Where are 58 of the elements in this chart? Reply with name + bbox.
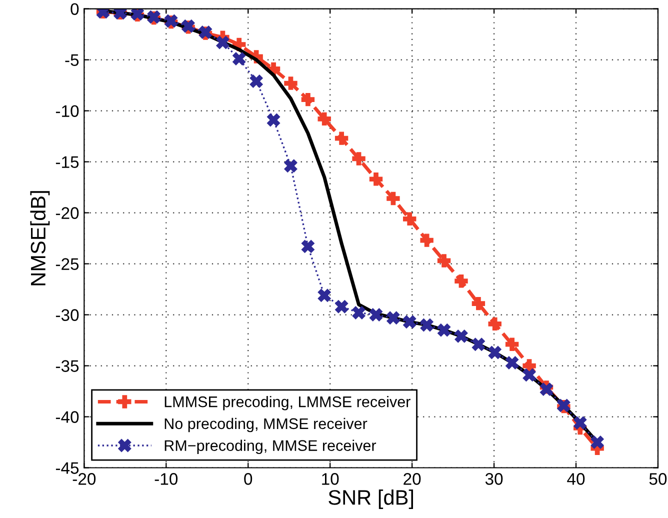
x-tick-label: 50 (649, 473, 667, 485)
point (301, 240, 315, 254)
y-tick-label: -45 (56, 462, 79, 474)
point (454, 330, 468, 343)
point (369, 172, 383, 186)
point (334, 300, 348, 314)
point (250, 74, 263, 88)
point (386, 311, 400, 324)
legend-label: No precoding, MMSE receiver (164, 418, 368, 432)
y-tick-label: -15 (56, 156, 79, 168)
legend-label: LMMSE precoding, LMMSE receiver (164, 396, 410, 410)
y-tick-label: -5 (65, 54, 79, 66)
point (386, 192, 400, 206)
legend-label: RM−precoding, MMSE receiver (164, 440, 376, 454)
point (454, 274, 468, 288)
point (334, 132, 348, 145)
y-tick-label: 0 (70, 3, 79, 16)
point (488, 317, 502, 331)
point (437, 323, 451, 337)
x-tick-label: 20 (404, 473, 421, 485)
point (522, 368, 536, 382)
point (505, 338, 519, 351)
point (318, 288, 331, 302)
point (216, 36, 230, 50)
y-tick-label: -20 (56, 207, 79, 219)
point (318, 112, 331, 126)
x-tick-label: -10 (154, 473, 178, 485)
x-tick-label: 0 (244, 473, 252, 485)
point (472, 338, 486, 351)
point (488, 346, 502, 360)
point (369, 308, 383, 322)
point (590, 436, 604, 449)
point (284, 159, 298, 172)
point (420, 318, 434, 332)
point (232, 52, 246, 66)
x-tick-label: 10 (322, 473, 339, 485)
point (352, 152, 366, 166)
point (574, 416, 587, 430)
y-tick-label: -35 (56, 360, 79, 372)
y-tick-label: -30 (56, 309, 79, 321)
point (266, 113, 280, 127)
point (437, 254, 451, 268)
x-axis-title: SNR [dB] (328, 490, 414, 509)
point (420, 234, 434, 247)
point (505, 356, 519, 370)
x-tick-label: 40 (567, 473, 585, 485)
point (403, 315, 416, 329)
y-axis-title: NMSE[dB] (30, 191, 50, 286)
point (403, 212, 416, 226)
point (352, 306, 366, 320)
point (301, 92, 315, 106)
x-tick-label: 30 (485, 473, 503, 485)
point (284, 76, 298, 90)
x-tick-label: -20 (72, 473, 96, 485)
point (472, 296, 486, 310)
y-tick-label: -25 (56, 258, 79, 270)
y-tick-label: -40 (56, 411, 79, 423)
y-tick-label: -10 (56, 105, 79, 117)
